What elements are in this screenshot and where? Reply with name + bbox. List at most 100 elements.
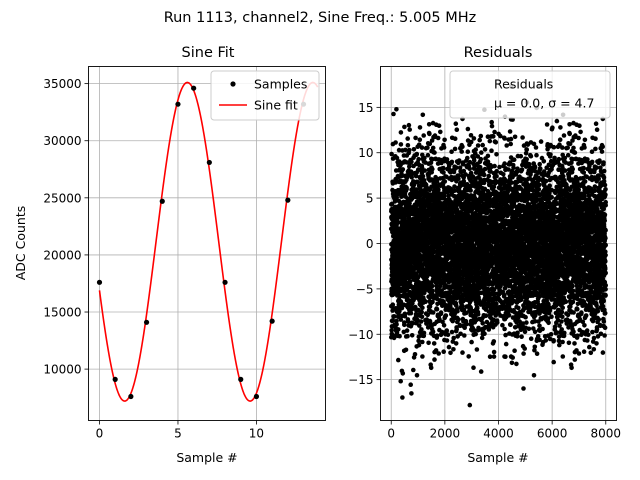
residual-point xyxy=(404,185,409,190)
residual-point xyxy=(504,143,510,148)
residual-point xyxy=(391,111,396,117)
residual-point xyxy=(512,134,518,140)
residual-point xyxy=(443,313,449,318)
sample-point xyxy=(253,393,260,400)
residual-point xyxy=(480,142,486,148)
residual-point xyxy=(454,127,460,132)
residual-point xyxy=(444,328,450,333)
sine-fit-ytick-label: 15000 xyxy=(43,306,81,320)
residual-point xyxy=(510,355,515,360)
residual-point xyxy=(437,283,443,289)
residual-point xyxy=(438,310,444,315)
sine-fit-ytick-label: 25000 xyxy=(43,191,81,205)
sine-fit-ytick-label: 20000 xyxy=(43,248,81,262)
residual-point xyxy=(507,129,513,134)
residual-point xyxy=(494,173,499,179)
residual-point xyxy=(411,147,417,152)
residual-point xyxy=(404,328,410,333)
residual-point xyxy=(398,130,404,135)
residual-point xyxy=(508,136,514,142)
residual-point xyxy=(434,306,440,312)
residuals-ytick-label: −10 xyxy=(348,328,373,342)
residual-point xyxy=(434,333,440,339)
residual-point xyxy=(416,156,421,162)
residual-point xyxy=(407,279,413,284)
residual-point xyxy=(487,138,493,144)
residual-point xyxy=(402,124,407,130)
residual-point xyxy=(394,322,399,327)
residual-point xyxy=(405,333,410,339)
residual-point xyxy=(430,299,435,305)
residuals-ytick-label: 15 xyxy=(358,101,373,115)
residual-point xyxy=(453,121,459,126)
residual-point xyxy=(452,146,458,152)
residual-point xyxy=(426,340,431,346)
residual-point xyxy=(444,338,450,343)
residual-point xyxy=(420,174,426,179)
residual-point xyxy=(452,136,458,141)
residual-point xyxy=(405,143,411,148)
residual-point xyxy=(422,168,428,173)
residual-point xyxy=(503,341,509,347)
residual-point xyxy=(474,347,480,352)
residual-point xyxy=(519,334,524,340)
residual-point xyxy=(441,145,447,150)
sine-fit-ytick-label: 30000 xyxy=(43,134,81,148)
residual-point xyxy=(425,312,431,318)
sample-point xyxy=(238,376,244,382)
sample-point xyxy=(222,279,228,285)
residual-point xyxy=(420,339,425,345)
residual-point xyxy=(441,170,446,175)
residual-point xyxy=(494,152,499,157)
residual-point xyxy=(429,283,435,289)
residual-point xyxy=(393,140,398,145)
residual-point xyxy=(435,135,441,141)
residual-point xyxy=(422,155,427,161)
sine-fit-ylabel: ADC Counts xyxy=(13,206,28,281)
residual-point xyxy=(454,327,460,332)
residual-point xyxy=(509,360,515,366)
residual-point xyxy=(478,369,484,374)
residual-point xyxy=(486,327,492,332)
residual-point xyxy=(420,305,425,311)
residual-point xyxy=(396,147,402,153)
residual-point xyxy=(430,288,435,294)
residual-point xyxy=(441,193,447,199)
sine-fit-legend-box xyxy=(210,70,320,121)
residual-point xyxy=(460,350,465,355)
residual-point xyxy=(491,354,497,359)
residual-point xyxy=(394,107,399,112)
residual-point xyxy=(440,319,445,325)
residual-point xyxy=(465,155,470,161)
legend-samples-label: Samples xyxy=(254,77,307,92)
residual-point xyxy=(465,149,471,154)
residual-point xyxy=(430,166,435,172)
residual-point xyxy=(473,331,479,337)
residual-point xyxy=(451,347,456,352)
residual-point xyxy=(398,378,404,384)
residual-point xyxy=(425,145,430,150)
residual-point xyxy=(430,145,436,151)
residual-point xyxy=(468,188,473,193)
residual-point xyxy=(403,147,408,153)
residual-point xyxy=(432,133,438,138)
residual-point xyxy=(432,150,437,155)
residual-point xyxy=(394,155,400,161)
residual-point xyxy=(502,136,507,141)
residual-point xyxy=(405,136,411,141)
residual-point xyxy=(511,157,517,162)
residual-point xyxy=(485,153,491,159)
residuals-ytick-label: 0 xyxy=(366,237,374,251)
residual-point xyxy=(410,321,416,326)
residual-point xyxy=(430,310,436,315)
residual-point xyxy=(451,335,457,341)
residual-point xyxy=(420,354,425,359)
residual-point xyxy=(431,341,437,346)
residual-point xyxy=(501,172,506,177)
residual-point xyxy=(409,333,415,338)
residuals-ytick-label: −15 xyxy=(348,373,373,387)
residual-point xyxy=(421,133,427,138)
residual-point xyxy=(469,339,474,345)
